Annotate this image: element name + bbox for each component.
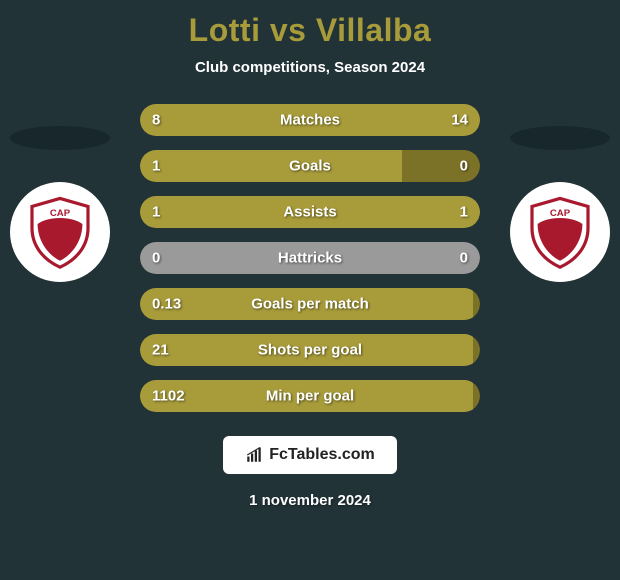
stat-right-value: 0 <box>460 158 468 175</box>
stat-left-value: 0 <box>152 250 160 267</box>
stat-row: 21 Shots per goal <box>140 334 480 366</box>
stat-left-value: 1102 <box>152 388 185 405</box>
stat-label: Goals <box>289 158 331 175</box>
stat-left-value: 0.13 <box>152 296 181 313</box>
brand-badge: FcTables.com <box>223 436 397 474</box>
brand-text: FcTables.com <box>269 446 375 464</box>
stat-label: Min per goal <box>266 388 354 405</box>
team-badge-right: CAP <box>510 182 610 282</box>
subtitle: Club competitions, Season 2024 <box>195 59 425 76</box>
stat-label: Hattricks <box>278 250 342 267</box>
stat-row: 0.13 Goals per match <box>140 288 480 320</box>
stat-label: Goals per match <box>251 296 369 313</box>
stat-row: 1 Goals 0 <box>140 150 480 182</box>
stat-left-value: 1 <box>152 158 160 175</box>
team-badge-left: CAP <box>10 182 110 282</box>
stat-row: 1102 Min per goal <box>140 380 480 412</box>
shield-icon: CAP <box>20 192 100 272</box>
date-text: 1 november 2024 <box>249 492 371 509</box>
page-title: Lotti vs Villalba <box>189 12 432 49</box>
stats-panel: 8 Matches 14 1 Goals 0 1 Assists 1 0 Hattricks 0 0.1… <box>140 104 480 412</box>
svg-text:CAP: CAP <box>550 208 571 219</box>
shadow-left <box>10 126 110 150</box>
shield-icon: CAP <box>520 192 600 272</box>
stat-label: Shots per goal <box>258 342 362 359</box>
stat-label: Assists <box>283 204 336 221</box>
stat-left-value: 1 <box>152 204 160 221</box>
stat-left-value: 21 <box>152 342 169 359</box>
stat-row: 0 Hattricks 0 <box>140 242 480 274</box>
stat-right-value: 1 <box>460 204 468 221</box>
stat-right-value: 0 <box>460 250 468 267</box>
comparison-card: Lotti vs Villalba Club competitions, Sea… <box>0 0 620 580</box>
stat-row: 8 Matches 14 <box>140 104 480 136</box>
stat-label: Matches <box>280 112 340 129</box>
svg-text:CAP: CAP <box>50 208 71 219</box>
stat-row: 1 Assists 1 <box>140 196 480 228</box>
stat-left-value: 8 <box>152 112 160 129</box>
chart-icon <box>245 446 263 464</box>
stat-right-value: 14 <box>451 112 468 129</box>
shadow-right <box>510 126 610 150</box>
